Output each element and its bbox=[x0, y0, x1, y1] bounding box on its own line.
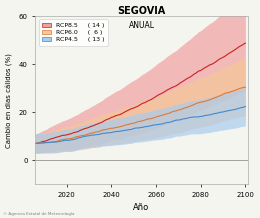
Text: © Agencia Estatal de Meteorología: © Agencia Estatal de Meteorología bbox=[3, 212, 74, 216]
Legend: RCP8.5     ( 14 ), RCP6.0     (  6 ), RCP4.5     ( 13 ): RCP8.5 ( 14 ), RCP6.0 ( 6 ), RCP4.5 ( 13… bbox=[38, 19, 108, 46]
Text: ANUAL: ANUAL bbox=[128, 21, 154, 30]
Y-axis label: Cambio en dias cálidos (%): Cambio en dias cálidos (%) bbox=[6, 53, 13, 148]
Title: SEGOVIA: SEGOVIA bbox=[118, 5, 166, 15]
X-axis label: Año: Año bbox=[133, 203, 150, 213]
